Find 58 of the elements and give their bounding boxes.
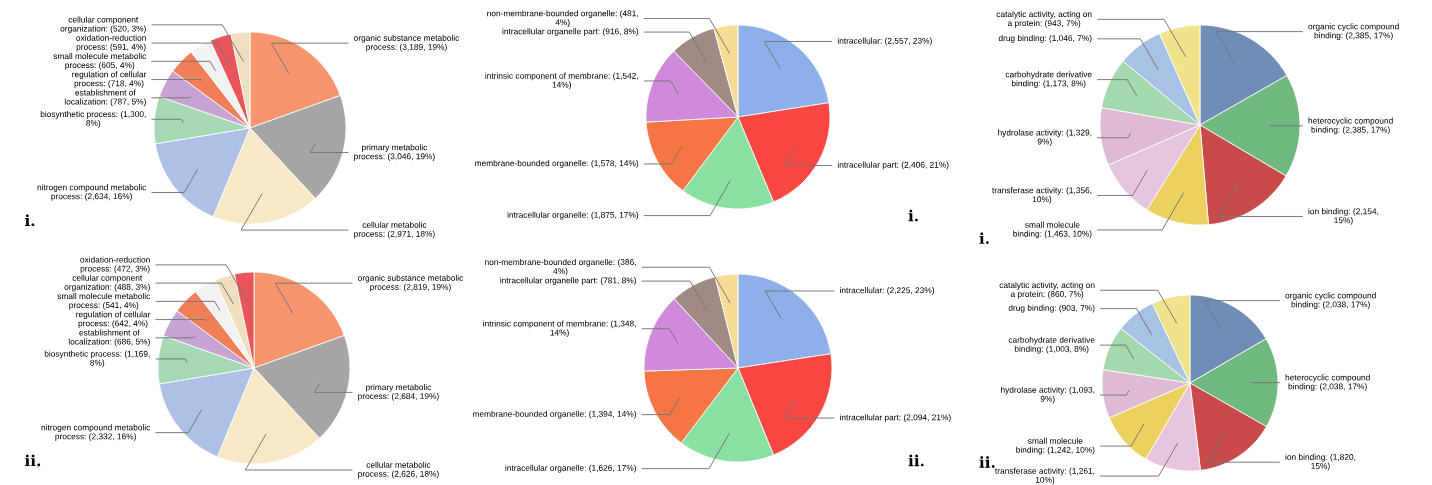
text: i. — [908, 209, 918, 222]
slice-label: hydrolase activity: (1,329, 9%) — [998, 129, 1092, 147]
slice-label: intracellular part: (2,406, 21%) — [837, 161, 949, 170]
slice-label: catalytic activity, acting on a protein: (860, 7%) — [999, 281, 1095, 299]
slice-label: transferase activity: (1,356, 10%) — [992, 187, 1092, 204]
text: ii. — [979, 456, 995, 468]
slice-label: carbohydrate derivative binding: (1,003, 8%) — [1008, 336, 1095, 354]
slice-label: oxidation-reduction process: (591, 4%) — [76, 34, 146, 52]
slice-label: biosynthetic process: (1,300, 8%) — [40, 110, 146, 128]
slice-label: organic cyclic compound binding: (2,038, 17%) — [1285, 292, 1376, 309]
text: ii. — [908, 454, 924, 467]
slice-label: cellular metabolic process: (2,626, 18%) — [358, 461, 439, 479]
slice-label: heterocyclic compound binding: (2,038, 17%) — [1285, 374, 1370, 392]
slice-label: intracellular: (2,557, 23%) — [837, 37, 932, 46]
slice-label: transferase activity: (1,261, 10%) — [995, 467, 1095, 485]
slice-label: small molecule metabolic process: (605, 4%) — [53, 52, 147, 70]
slice-label: non-membrane-bounded organelle: (386, 4%) — [485, 258, 636, 276]
slice-label: ion binding: (1,820, 15%) — [1285, 453, 1356, 471]
slice-label: establishment of localization: (686, 5%) — [68, 329, 150, 347]
slice-label: membrane-bounded organelle: (1,578, 14%) — [475, 160, 639, 168]
slice-label: heterocyclic compound binding: (2,385, 17%) — [1308, 117, 1393, 135]
slice-label: cellular component organization: (520, 3%) — [60, 16, 146, 34]
text: i. — [979, 232, 989, 245]
slice-label: drug binding: (903, 7%) — [1008, 304, 1095, 313]
slice-label: biosynthetic process: (1,169, 8%) — [44, 350, 150, 368]
slice-label: ion binding: (2,154, 15%) — [1308, 208, 1379, 225]
slice-label: organic substance metabolic process: (2,819, 19%) — [358, 274, 464, 292]
slice-label: intrinsic component of membrane: (1,348, 14%) — [483, 320, 636, 338]
slice-label: small molecule metabolic process: (541, 4%) — [57, 292, 151, 310]
text: i. — [24, 214, 35, 227]
slice-label: cellular metabolic process: (2,971, 18%) — [354, 221, 435, 239]
slice-label: regulation of cellular process: (718, 4%) — [72, 71, 147, 88]
slice-label: primary metabolic process: (3,046, 19%) — [354, 144, 435, 161]
slice-label: small molecule binding: (1,463, 10%) — [1013, 221, 1092, 239]
slice-label: establishment of localization: (787, 5%) — [64, 89, 146, 107]
slice-label: organic cyclic compound binding: (2,385, 17%) — [1308, 23, 1399, 40]
slice-label: intrinsic component of membrane: (1,542, 14%) — [485, 72, 638, 90]
slice-label: carbohydrate derivative binding: (1,173, 8%) — [1005, 71, 1092, 88]
slice-label: nitrogen compound metabolic process: (2,332, 16%) — [41, 424, 151, 442]
slice-label: cellular component organization: (488, 3%) — [64, 274, 150, 292]
slice-label: catalytic activity, acting on a protein: (943, 7%) — [996, 10, 1092, 28]
slice-label: drug binding: (1,046, 7%) — [998, 34, 1092, 43]
slice-label: non-membrane-bounded organelle: (481, 4%) — [487, 10, 638, 27]
slice-label: intracellular part: (2,094, 21%) — [840, 414, 951, 422]
slice-label: primary metabolic process: (2,684, 19%) — [358, 384, 439, 401]
slice-label: oxidation-reduction process: (472, 3%) — [80, 256, 150, 274]
slice-label: intracellular organelle: (1,875, 17%) — [507, 211, 639, 220]
slice-label: intracellular: (2,225, 23%) — [840, 287, 934, 295]
slice-label: regulation of cellular process: (642, 4%) — [76, 311, 151, 328]
slice-label: intracellular organelle: (1,626, 17%) — [505, 464, 636, 473]
text: ii. — [24, 454, 41, 467]
slice-label: small molecule binding: (1,242, 10%) — [1016, 437, 1095, 455]
slice-label: intracellular organelle part: (916, 8%) — [502, 28, 639, 36]
slice-label: membrane-bounded organelle: (1,394, 14%) — [473, 410, 636, 419]
slice-label: nitrogen compound metabolic process: (2,634, 16%) — [37, 184, 147, 201]
slice-label: intracellular organelle part: (781, 8%) — [500, 277, 636, 285]
slice-label: organic substance metabolic process: (3,189, 19%) — [354, 34, 460, 52]
slice-label: hydrolase activity: (1,093, 9%) — [1001, 386, 1095, 404]
